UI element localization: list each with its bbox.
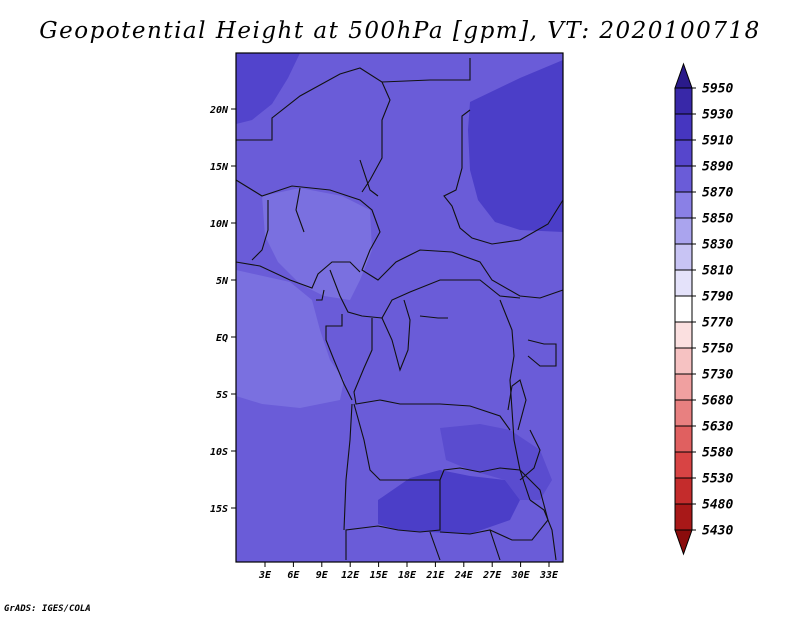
colorbar-band <box>674 217 693 245</box>
lon-tick-label: 3E <box>258 570 272 581</box>
lat-tick-label: 20N <box>209 105 229 116</box>
lon-tick-label: 15E <box>370 570 389 581</box>
colorbar-band <box>674 243 693 271</box>
colorbar-label: 5930 <box>702 108 733 123</box>
map-panel: 20N 15N 10N 5N EQ 5S 10S 15S 3E 6E 9E 12E 15E 18E 21E… <box>209 52 564 581</box>
colorbar-label: 5870 <box>702 186 733 201</box>
field-region-atlantic-low <box>236 270 344 408</box>
colorbar-band <box>674 477 693 505</box>
lon-tick-label: 9E <box>316 570 329 581</box>
colorbar-band <box>674 451 693 479</box>
colorbar-label: 5730 <box>702 368 733 383</box>
lon-tick-label: 12E <box>341 570 360 581</box>
colorbar-band <box>674 113 693 141</box>
map-title: Geopotential Height at 500hPa [gpm], VT:… <box>39 18 761 44</box>
lon-tick-label: 33E <box>539 570 559 581</box>
colorbar-band <box>674 321 693 349</box>
colorbar-label: 5530 <box>702 472 733 487</box>
field-region-west-africa-low <box>262 188 372 300</box>
lon-tick-label: 18E <box>398 570 417 581</box>
colorbar-band <box>674 191 693 219</box>
colorbar-label: 5890 <box>702 160 733 175</box>
lat-tick-label: 5S <box>216 390 228 401</box>
colorbar-label: 5790 <box>702 290 733 305</box>
colorbar-label: 5810 <box>702 264 733 279</box>
colorbar-band <box>674 425 693 453</box>
lat-tick-label: 10N <box>210 219 229 230</box>
colorbar-label: 5950 <box>702 82 733 97</box>
country-borders <box>235 58 564 561</box>
field-region-south-high <box>378 470 520 534</box>
colorbar-bottom-arrow <box>674 529 693 556</box>
colorbar-band <box>674 503 693 531</box>
colorbar-band <box>674 347 693 375</box>
colorbar-label: 5830 <box>702 238 733 253</box>
colorbar-band <box>674 373 693 401</box>
colorbar-band <box>674 295 693 323</box>
colorbar-label: 5680 <box>702 394 733 409</box>
colorbar-band <box>674 165 693 193</box>
lon-tick-label: 27E <box>482 570 502 581</box>
colorbar-label: 5770 <box>702 316 733 331</box>
lon-tick-label: 21E <box>425 570 445 581</box>
colorbar-label: 5850 <box>702 212 733 227</box>
colorbar-top-arrow <box>674 62 693 89</box>
colorbar-label: 5580 <box>702 446 733 461</box>
field-region-northwest-high <box>236 53 300 124</box>
colorbar-band <box>674 399 693 427</box>
lat-tick-label: 10S <box>210 447 228 458</box>
colorbar-label: 5750 <box>702 342 733 357</box>
latitude-axis: 20N 15N 10N 5N EQ 5S 10S 15S <box>209 105 236 515</box>
map-frame <box>235 52 564 563</box>
colorbar-label: 5430 <box>702 524 733 539</box>
colorbar: 5950 5930 5910 5890 5870 5850 5830 5810 5790 5770… <box>674 62 733 556</box>
colorbar-label: 5480 <box>702 498 733 513</box>
colorbar-label: 5910 <box>702 134 733 149</box>
lat-tick-label: EQ <box>216 333 228 344</box>
colorbar-band <box>674 139 693 167</box>
field-region-northeast-high <box>468 60 563 232</box>
lon-tick-label: 30E <box>511 570 531 581</box>
colorbar-label: 5630 <box>702 420 733 435</box>
lat-tick-label: 15N <box>210 162 229 173</box>
grads-credit: GrADS: IGES/COLA <box>4 604 91 614</box>
lon-tick-label: 24E <box>454 570 474 581</box>
colorbar-band <box>674 269 693 297</box>
colorbar-band <box>674 87 693 115</box>
lat-tick-label: 5N <box>216 276 229 287</box>
lat-tick-label: 15S <box>210 504 228 515</box>
lon-tick-label: 6E <box>287 570 300 581</box>
longitude-axis: 3E 6E 9E 12E 15E 18E 21E 24E 27E 30E 33E <box>258 562 559 581</box>
